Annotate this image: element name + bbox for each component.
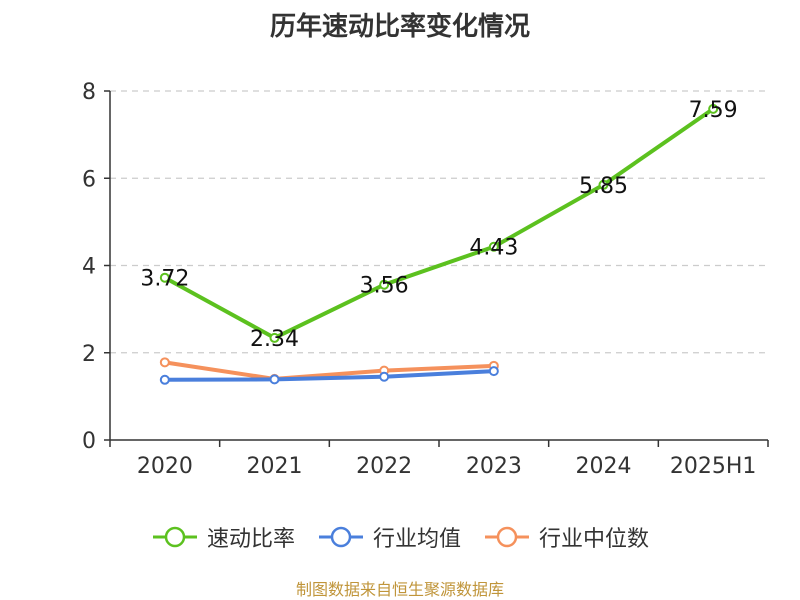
series — [159, 103, 719, 385]
data-point — [708, 103, 719, 114]
data-point — [159, 374, 170, 385]
legend-item[interactable]: 速动比率 — [151, 521, 295, 553]
series-1 — [159, 103, 719, 343]
data-label: 7.59 — [689, 98, 738, 123]
data-label: 3.72 — [140, 267, 189, 292]
x-tick-label: 2025H1 — [670, 454, 757, 479]
data-point — [379, 279, 390, 290]
x-tick-label: 2021 — [247, 454, 303, 479]
series-line — [162, 360, 496, 381]
y-tick-label: 2 — [82, 342, 96, 367]
legend-label: 行业均值 — [372, 527, 461, 552]
data-point — [159, 357, 170, 368]
x-tick-label: 2023 — [466, 454, 522, 479]
data-point — [269, 374, 280, 385]
legend-label: 行业中位数 — [539, 527, 650, 552]
gridlines — [110, 90, 768, 354]
axes: 0 2 4 6 8 2020 2021 2022 2023 2024 2025H1 — [82, 80, 769, 479]
data-labels: 3.72 2.34 3.56 4.43 5.85 7.59 — [140, 98, 737, 352]
series-2 — [159, 366, 499, 385]
legend-marker-icon — [485, 526, 529, 548]
legend-item[interactable]: 行业均值 — [317, 521, 461, 553]
legend-marker-icon — [152, 526, 197, 548]
x-tick-label: 2022 — [356, 454, 412, 479]
x-tick-label: 2024 — [576, 454, 632, 479]
series-line — [162, 369, 496, 382]
data-point — [488, 241, 499, 252]
data-label: 4.43 — [469, 236, 518, 261]
data-label: 2.34 — [250, 327, 299, 352]
series-line — [162, 106, 716, 340]
x-tick-label: 2020 — [137, 454, 193, 479]
y-tick-label: 8 — [82, 80, 96, 105]
y-tick-label: 6 — [82, 167, 96, 192]
data-point — [488, 366, 499, 377]
legend-marker-icon — [318, 526, 363, 548]
y-tick-label: 4 — [82, 255, 96, 280]
y-tick-label: 0 — [82, 429, 96, 454]
legend-label: 速动比率 — [206, 527, 295, 552]
chart-title: 历年速动比率变化情况 — [269, 12, 530, 42]
data-point — [159, 272, 170, 283]
data-point — [269, 332, 280, 343]
legend: 速动比率 行业均值 行业中位数 — [0, 519, 800, 555]
legend-item[interactable]: 行业中位数 — [483, 521, 649, 553]
data-point — [379, 371, 390, 382]
data-label: 5.85 — [579, 174, 628, 199]
source-note: 制图数据来自恒生聚源数据库 — [295, 580, 504, 599]
data-point — [598, 179, 609, 190]
data-label: 3.56 — [360, 274, 409, 299]
